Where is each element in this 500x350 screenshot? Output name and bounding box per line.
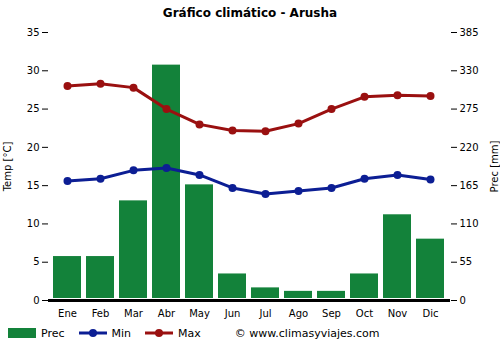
svg-text:Feb: Feb xyxy=(92,308,110,319)
svg-text:10: 10 xyxy=(27,218,40,229)
svg-text:Mar: Mar xyxy=(124,308,144,319)
svg-text:220: 220 xyxy=(460,142,479,153)
svg-text:25: 25 xyxy=(27,103,40,114)
svg-text:Ago: Ago xyxy=(289,308,308,319)
svg-text:55: 55 xyxy=(460,256,473,267)
svg-text:Jul: Jul xyxy=(258,308,271,319)
svg-text:Dic: Dic xyxy=(423,308,439,319)
svg-text:15: 15 xyxy=(27,180,40,191)
html-text:Prec: Prec xyxy=(41,326,65,340)
svg-text:275: 275 xyxy=(460,103,479,114)
svg-text:330: 330 xyxy=(460,65,479,76)
svg-text:Nov: Nov xyxy=(388,308,408,319)
svg-text:35: 35 xyxy=(27,27,40,38)
svg-text:May: May xyxy=(189,308,210,319)
svg-text:5: 5 xyxy=(33,256,39,267)
svg-text:385: 385 xyxy=(460,27,479,38)
svg-text:0: 0 xyxy=(460,295,466,306)
svg-text:20: 20 xyxy=(27,142,40,153)
svg-text:Oct: Oct xyxy=(356,308,373,319)
svg-text:Temp [°C]: Temp [°C] xyxy=(2,142,13,193)
html-text:Gráfico climático - Arusha: Gráfico climático - Arusha xyxy=(162,6,338,20)
svg-text:Jun: Jun xyxy=(224,308,241,319)
html-text:Min: Min xyxy=(111,326,132,340)
svg-text:Ene: Ene xyxy=(58,308,77,319)
svg-text:Prec [mm]: Prec [mm] xyxy=(489,140,500,192)
svg-text:0: 0 xyxy=(33,295,39,306)
svg-text:30: 30 xyxy=(27,65,40,76)
svg-text:Sep: Sep xyxy=(322,308,341,319)
html-text:© www.climasyviajes.com: © www.climasyviajes.com xyxy=(234,326,380,340)
svg-text:110: 110 xyxy=(460,218,479,229)
svg-text:Abr: Abr xyxy=(158,308,176,319)
svg-text:165: 165 xyxy=(460,180,479,191)
html-text:Max: Max xyxy=(178,326,201,340)
